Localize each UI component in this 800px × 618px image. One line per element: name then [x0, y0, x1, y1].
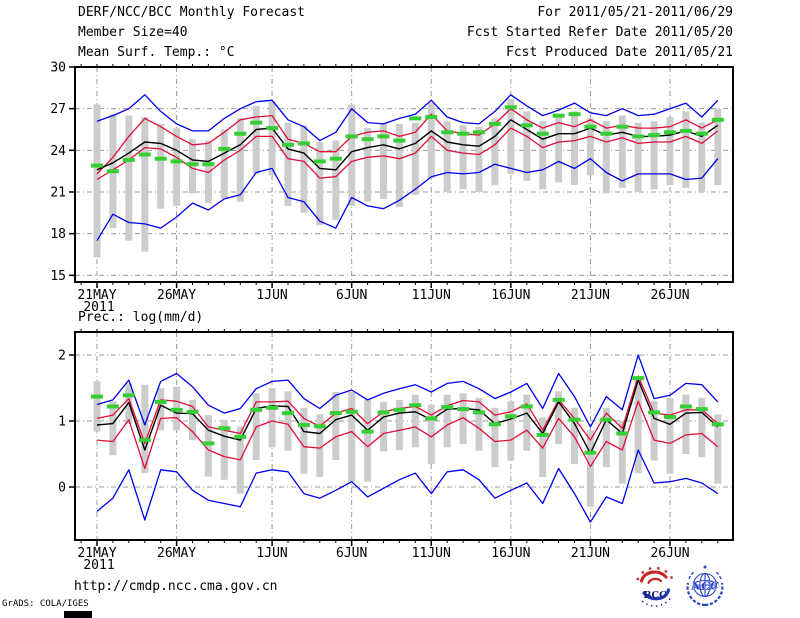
svg-text:21MAY: 21MAY: [77, 288, 116, 303]
svg-text:26JUN: 26JUN: [650, 288, 689, 303]
ncc-top-dot-icon: [703, 565, 707, 569]
svg-text:26MAY: 26MAY: [157, 546, 196, 561]
svg-text:21JUN: 21JUN: [571, 288, 610, 303]
ncc-globe-icon: [692, 572, 718, 598]
svg-text:27: 27: [50, 102, 66, 117]
svg-text:21JUN: 21JUN: [571, 546, 610, 561]
svg-text:30: 30: [50, 61, 66, 76]
bottom-strip: [64, 611, 92, 618]
svg-text:1: 1: [58, 415, 66, 430]
bcc-chinese-arc-icon: [636, 567, 673, 581]
svg-text:21MAY: 21MAY: [77, 546, 116, 561]
svg-text:11JUN: 11JUN: [412, 546, 451, 561]
svg-text:16JUN: 16JUN: [491, 546, 530, 561]
svg-text:0: 0: [58, 481, 66, 496]
svg-text:2011: 2011: [83, 558, 114, 573]
forecast-range-label: For 2011/05/21-2011/06/29: [537, 5, 733, 20]
grads-credit: GrADS: COLA/IGES: [2, 599, 89, 609]
svg-text:2: 2: [58, 349, 66, 364]
source-url: http://cmdp.ncc.cma.gov.cn: [74, 579, 278, 594]
svg-text:1JUN: 1JUN: [256, 288, 287, 303]
plot-title: DERF/NCC/BCC Monthly Forecast: [78, 5, 305, 20]
refer-date-label: Fcst Started Refer Date 2011/05/20: [466, 25, 733, 40]
precip-chart: 2 1 0 21MAY 26MAY 1JUN 6JUN 11JUN 16JUN 21JUN 26JU…: [58, 329, 734, 573]
svg-text:18: 18: [50, 227, 66, 242]
svg-text:6JUN: 6JUN: [336, 288, 367, 303]
svg-text:21: 21: [50, 185, 66, 200]
precip-chart-title: Prec.: log(mm/d): [78, 310, 204, 325]
bcc-logo: BCC: [636, 567, 673, 607]
member-size-label: Member Size=40: [78, 25, 188, 40]
svg-text:26MAY: 26MAY: [157, 288, 196, 303]
svg-text:26JUN: 26JUN: [650, 546, 689, 561]
svg-text:1JUN: 1JUN: [256, 546, 287, 561]
temp-chart-title: Mean Surf. Temp.: °C: [78, 45, 235, 60]
ncc-logo: NCC: [686, 565, 724, 607]
ncc-logo-label: NCC: [690, 580, 719, 593]
bcc-swirl-icon: [639, 570, 671, 601]
produced-date-label: Fcst Produced Date 2011/05/21: [506, 45, 733, 60]
svg-text:6JUN: 6JUN: [336, 546, 367, 561]
temp-chart: 30 27 24 21 18 15 21MAY 26MAY 1JUN 6JUN 11JUN 16JUN…: [50, 61, 734, 315]
bcc-logo-label: BCC: [643, 590, 667, 601]
svg-text:24: 24: [50, 144, 66, 159]
svg-text:2011: 2011: [83, 300, 114, 315]
bcc-ring-text-icon: [642, 598, 671, 607]
svg-text:16JUN: 16JUN: [491, 288, 530, 303]
svg-text:15: 15: [50, 269, 66, 284]
ncc-wreath-icon: [686, 570, 724, 607]
svg-text:11JUN: 11JUN: [412, 288, 451, 303]
